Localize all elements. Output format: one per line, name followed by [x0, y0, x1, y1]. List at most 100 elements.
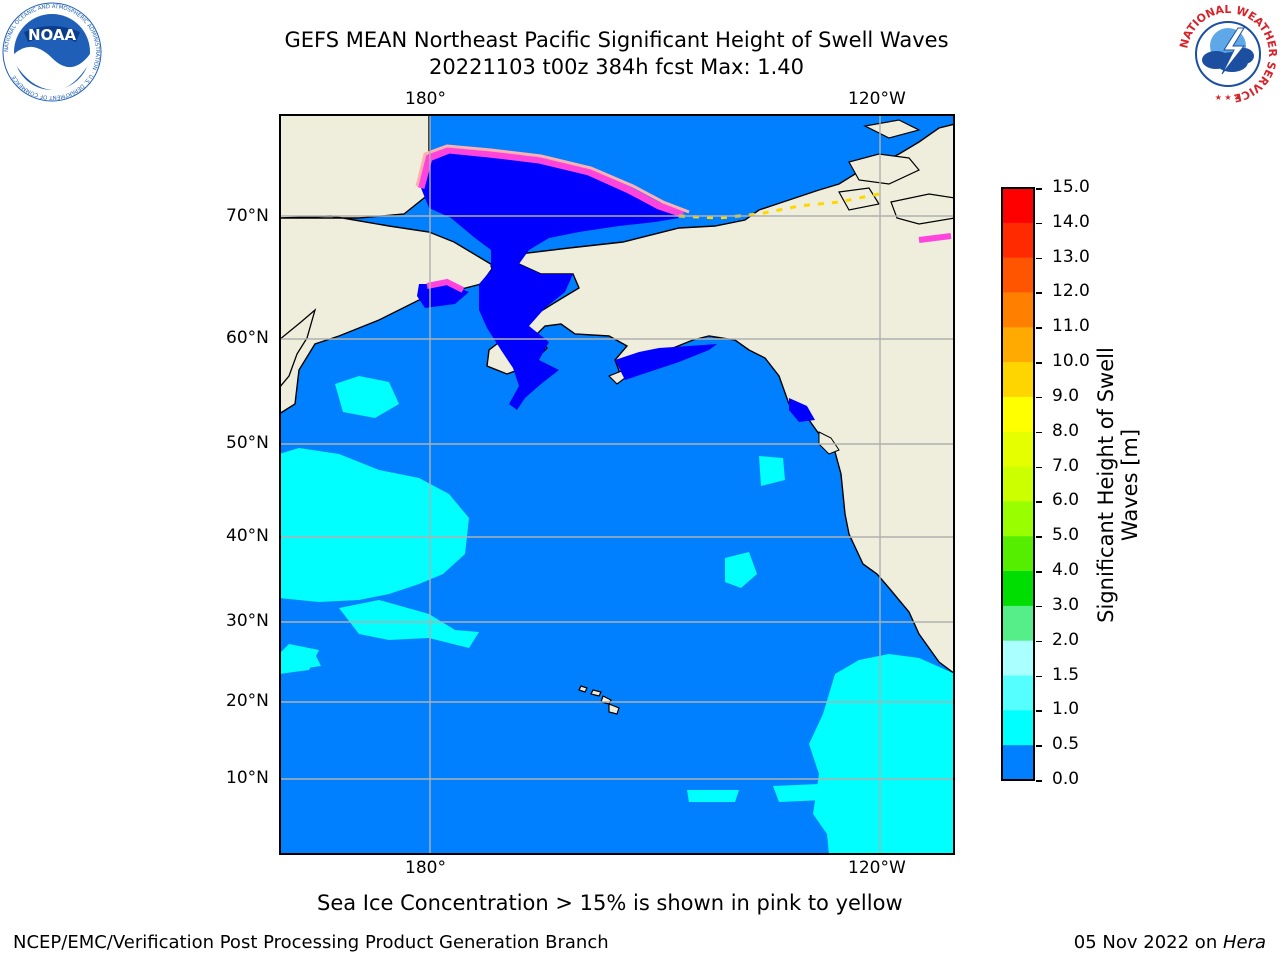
colorbar-swatch [1002, 362, 1034, 398]
colorbar-tick-label: 5.0 [1052, 525, 1080, 546]
hawaii-islands [578, 685, 620, 715]
bottom-lon-label-180: 180° [405, 858, 446, 878]
arctic-islands [838, 119, 954, 225]
colorbar-swatch [1002, 466, 1034, 502]
sea-ice-fringe [417, 146, 685, 218]
lat-label-10n: 10°N [226, 768, 269, 788]
bottom-lon-label-120w: 120°W [848, 858, 906, 878]
equatorial-cyan-swell [687, 784, 825, 802]
colorbar-tick-mark [1036, 431, 1042, 434]
colorbar-tick-label: 15.0 [1052, 177, 1090, 197]
footer-date: 05 Nov 2022 on [1073, 932, 1223, 953]
colorbar-swatch [1002, 257, 1034, 293]
lat-label-60n: 60°N [226, 328, 269, 348]
colorbar-swatch [1002, 327, 1034, 363]
colorbar-tick-label: 10.0 [1052, 351, 1090, 372]
colorbar-swatch [1002, 571, 1034, 607]
map-frame [279, 114, 955, 855]
colorbar-swatch [1002, 710, 1034, 746]
colorbar-tick-mark [1036, 362, 1042, 364]
nws-logo-icon: NATIONAL WEATHER SERVICE ★ ★ ★ [1177, 3, 1279, 105]
vancouver-island [818, 431, 840, 455]
bering-sea-south-low-swell [479, 264, 573, 410]
colorbar-tick-label: 14.0 [1052, 211, 1090, 232]
chart-title: GEFS MEAN Northeast Pacific Significant … [284, 28, 949, 52]
colorbar-tick-label: 13.0 [1052, 246, 1090, 267]
colorbar-tick-mark [1036, 640, 1042, 643]
colorbar-swatch [1002, 675, 1034, 711]
colorbar-tick-label: 7.0 [1052, 455, 1080, 476]
colorbar-swatch [1002, 188, 1034, 224]
footer-left: NCEP/EMC/Verification Post Processing Pr… [13, 932, 609, 953]
colorbar-swatch [1002, 501, 1034, 537]
colorbar-tick-mark [1036, 605, 1042, 608]
colorbar-tick-label: 11.0 [1052, 316, 1090, 337]
colorbar-label-line2: Waves [m] [1118, 428, 1142, 542]
colorbar-tick-label: 12.0 [1052, 281, 1090, 302]
colorbar-swatch [1002, 640, 1034, 677]
colorbar-tick-label: 0.5 [1052, 734, 1080, 755]
sea-ice-kamchatka [426, 278, 465, 293]
colorbar-tick-mark [1036, 188, 1042, 190]
northwest-cyan-swell-2 [339, 600, 479, 648]
colorbar-tick-label: 4.0 [1052, 560, 1080, 581]
colorbar-tick-label: 8.0 [1052, 420, 1080, 441]
colorbar-tick-mark [1036, 501, 1042, 503]
lat-label-40n: 40°N [226, 526, 269, 546]
colorbar-swatch [1002, 222, 1034, 259]
colorbar-swatch [1002, 396, 1034, 433]
colorbar-tick-label: 0.0 [1052, 769, 1080, 789]
lat-label-50n: 50°N [226, 433, 269, 453]
colorbar-tick-mark [1036, 396, 1042, 399]
colorbar-swatch [1002, 292, 1034, 328]
footer-right: 05 Nov 2022 on Hera [1074, 932, 1266, 953]
noaa-logo-text: NOAA [28, 26, 77, 44]
northwest-cyan-swell [280, 448, 469, 602]
tropical-cyan-swell [809, 654, 954, 854]
lat-label-70n: 70°N [226, 206, 269, 226]
bc-coast-low-swell [789, 398, 815, 422]
colorbar-tick-mark [1036, 292, 1042, 294]
colorbar-tick-label: 1.5 [1052, 664, 1080, 685]
colorbar-tick-mark [1036, 571, 1042, 573]
map-panel [279, 114, 955, 855]
colorbar-tick-label: 6.0 [1052, 490, 1080, 511]
top-lon-label-180: 180° [405, 89, 446, 109]
colorbar-swatch [1002, 745, 1034, 781]
colorbar-tick-mark [1036, 675, 1042, 678]
top-lon-label-120w: 120°W [848, 89, 906, 109]
colorbar-tick-mark [1036, 536, 1042, 538]
colorbar-tick-mark [1036, 745, 1042, 747]
north-america-land [486, 115, 954, 675]
colorbar-swatch [1002, 536, 1034, 572]
hawaii-cyan-swell [280, 644, 321, 674]
bc-cyan-swell [759, 456, 785, 486]
noaa-logo: NOAA NATIONAL OCEANIC AND ATMOSPHERIC AD… [2, 2, 102, 102]
colorbar-label: Significant Height of Swell Waves [m] [1094, 325, 1142, 645]
noaa-logo-icon: NOAA NATIONAL OCEANIC AND ATMOSPHERIC AD… [2, 2, 102, 102]
nws-logo: NATIONAL WEATHER SERVICE ★ ★ ★ [1177, 3, 1279, 105]
colorbar [1001, 187, 1035, 781]
gulf-of-alaska-low-swell [615, 344, 717, 380]
colorbar-tick-mark [1036, 327, 1042, 329]
asia-land [280, 115, 496, 415]
lat-label-30n: 30°N [226, 611, 269, 631]
sea-ice-fringe-outer [415, 144, 690, 214]
sea-ice-east [918, 233, 952, 243]
colorbar-label-line1: Significant Height of Swell [1094, 347, 1118, 623]
colorbar-tick-label: 1.0 [1052, 699, 1080, 720]
colorbar-tick-label: 9.0 [1052, 385, 1080, 406]
colorbar-tick-label: 3.0 [1052, 594, 1080, 615]
chart-subtitle: 20221103 t00z 384h fcst Max: 1.40 [429, 55, 804, 79]
sea-ice-fringe-yellow [678, 192, 880, 220]
sea-ice-note: Sea Ice Concentration > 15% is shown in … [317, 891, 903, 915]
aleutian-cyan-swell [335, 376, 399, 418]
mid-pacific-cyan-swell [725, 552, 757, 588]
bering-sea-low-swell [421, 150, 679, 276]
colorbar-tick-mark [1036, 222, 1042, 225]
colorbar-swatch [1002, 431, 1034, 468]
colorbar-tick-mark [1036, 780, 1042, 782]
colorbar-tick-mark [1036, 466, 1042, 469]
lat-label-20n: 20°N [226, 691, 269, 711]
colorbar-tick-mark [1036, 710, 1042, 712]
